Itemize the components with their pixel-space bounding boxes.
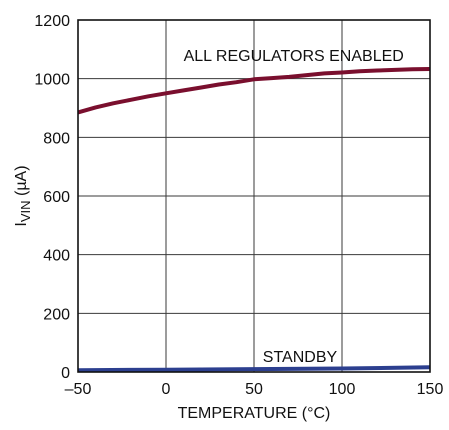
y-axis-title: IVIN (µA) [13,165,33,226]
y-tick-label-1: 200 [43,306,70,323]
series-line-1 [77,365,431,373]
y-tick-label-0: 0 [61,365,70,382]
x-tick-label-2: 50 [245,381,263,398]
y-axis-title-main: I [13,222,30,226]
y-axis-title-subscript: VIN [18,200,33,222]
series-line-0 [77,67,431,115]
y-tick-label-5: 1000 [34,72,70,89]
y-tick-label-4: 800 [43,130,70,147]
annotations: ALL REGULATORS ENABLED STANDBY [184,48,404,366]
x-axis-title: TEMPERATURE (°C) [178,405,331,422]
x-tick-label-4: 150 [417,381,444,398]
y-tick-label-6: 1200 [34,13,70,30]
plot-frame [77,19,431,373]
x-tick-label-3: 100 [329,381,356,398]
x-tick-label-0: –50 [65,381,92,398]
y-tick-label-3: 600 [43,189,70,206]
y-axis-ticks: 0 200 400 600 800 1000 1200 [34,13,70,382]
x-tick-label-1: 0 [162,381,171,398]
x-axis-ticks: –50 0 50 100 150 [65,381,444,398]
y-tick-label-2: 400 [43,248,70,265]
series-layer [77,67,431,373]
y-axis-title-unit: (µA) [13,165,30,200]
grid [78,20,430,372]
annotation-1: STANDBY [263,349,338,366]
annotation-0: ALL REGULATORS ENABLED [184,48,404,65]
